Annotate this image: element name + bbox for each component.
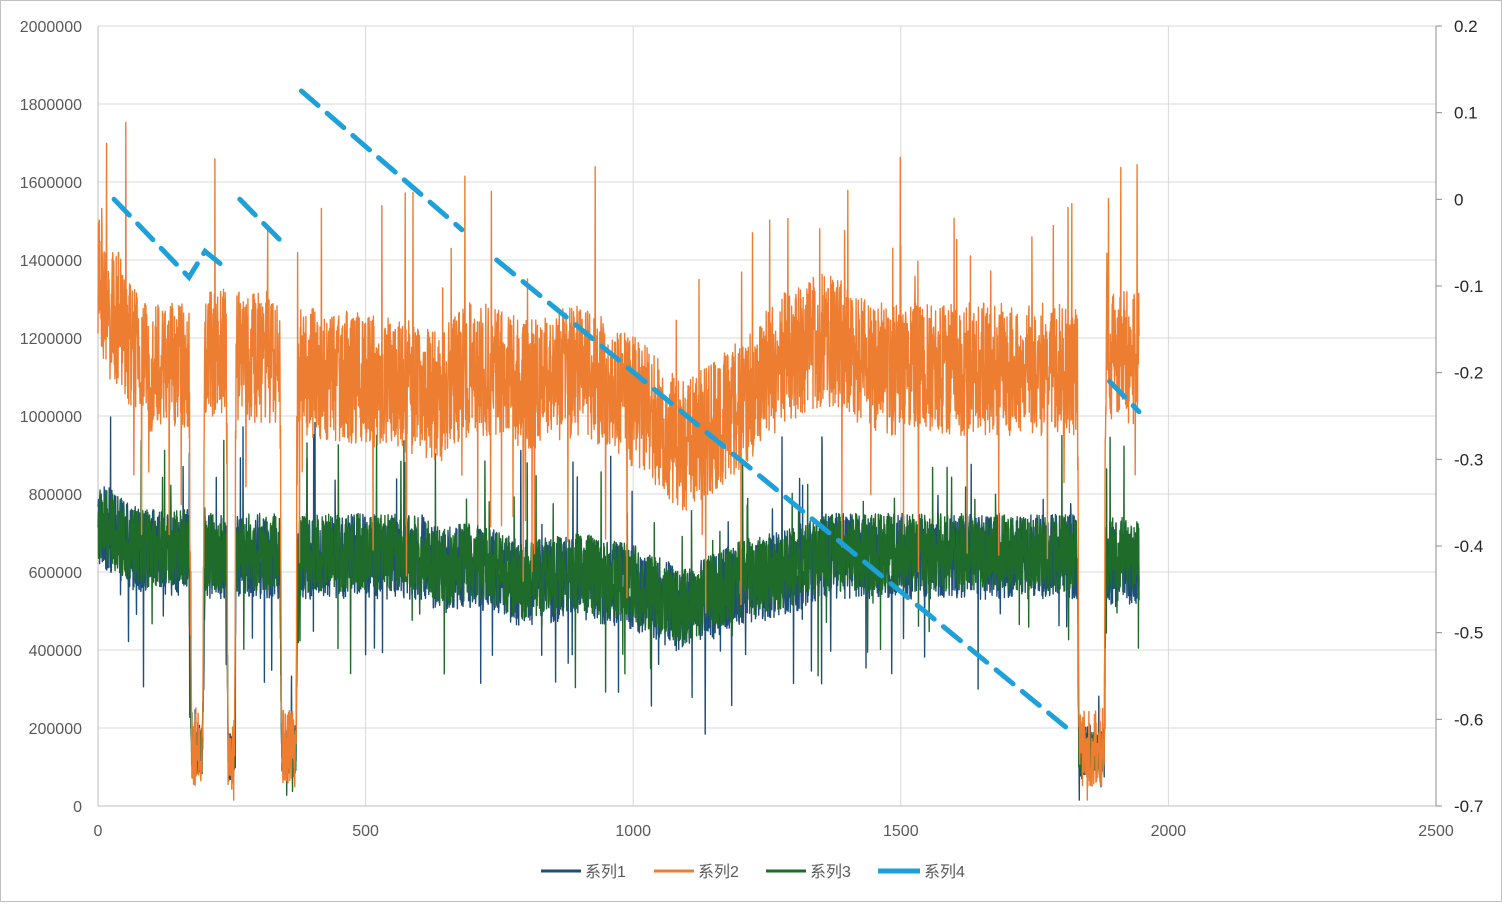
- y2-tick-label: 0: [1454, 190, 1463, 209]
- y2-tick-label: -0.3: [1454, 450, 1483, 469]
- legend-label-4: 系列4: [924, 863, 965, 881]
- x-tick-label: 1500: [883, 823, 919, 840]
- y-tick-label: 1400000: [20, 253, 82, 270]
- x-tick-label: 2000: [1151, 823, 1187, 840]
- legend-label-2: 系列2: [698, 863, 739, 881]
- y-tick-label: 600000: [29, 565, 82, 582]
- y2-tick-label: -0.4: [1454, 537, 1483, 556]
- x-tick-label: 500: [352, 823, 379, 840]
- series-layer: [97, 88, 1142, 801]
- y-tick-label: 800000: [29, 487, 82, 504]
- y2-tick-label: -0.6: [1454, 710, 1483, 729]
- x-axis-tick-labels: 0 500 1000 1500 2000 2500: [94, 823, 1454, 840]
- series-line-3: [97, 434, 1140, 796]
- y2-tick-label: -0.1: [1454, 277, 1483, 296]
- y-tick-label: 1600000: [20, 175, 82, 192]
- y-tick-label: 1200000: [20, 331, 82, 348]
- y-tick-label: 2000000: [20, 19, 82, 36]
- series-4-segment: [494, 257, 1075, 735]
- y2-tick-label: -0.5: [1454, 624, 1483, 643]
- x-tick-label: 0: [94, 823, 103, 840]
- y2-tick-label: 0.1: [1454, 104, 1478, 123]
- y2-tick-label: -0.2: [1454, 364, 1483, 383]
- series-4-segment: [237, 196, 286, 246]
- right-axis-tick-labels: -0.7 -0.6 -0.5 -0.4 -0.3 -0.2 -0.1 0 0.1 0.2: [1454, 17, 1483, 816]
- series-4-segment: [1107, 378, 1142, 415]
- legend-label-1: 系列1: [585, 863, 626, 881]
- axes: [97, 25, 1442, 807]
- legend: 系列1 系列2 系列3 系列4: [541, 863, 965, 881]
- y2-tick-label: -0.7: [1454, 797, 1483, 816]
- series-line-2: [97, 121, 1140, 801]
- y2-tick-label: 0.2: [1454, 17, 1478, 36]
- y-tick-label: 400000: [29, 643, 82, 660]
- y-tick-label: 200000: [29, 721, 82, 738]
- x-tick-label: 1000: [615, 823, 651, 840]
- series-4-segment: [298, 88, 465, 233]
- y-tick-label: 1000000: [20, 409, 82, 426]
- series-4-segment: [111, 196, 229, 282]
- legend-label-3: 系列3: [810, 863, 851, 881]
- y-tick-label: 1800000: [20, 97, 82, 114]
- y-tick-label: 0: [73, 799, 82, 816]
- x-tick-label: 2500: [1418, 823, 1454, 840]
- left-axis-tick-labels: 0 200000 400000 600000 800000 1000000 1200000 1…: [20, 19, 82, 816]
